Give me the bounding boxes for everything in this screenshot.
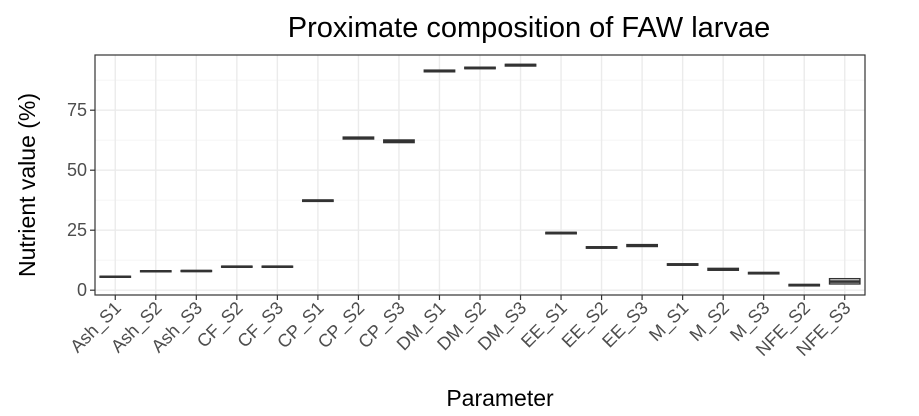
- grid: [95, 55, 865, 295]
- chart-title: Proximate composition of FAW larvae: [288, 12, 770, 44]
- x-tick-label: M_S1: [645, 298, 693, 346]
- x-axis-title: Parameter: [446, 385, 554, 411]
- x-tick-label: EE_S3: [598, 298, 652, 352]
- x-tick-label: M_S2: [686, 298, 734, 346]
- y-tick-label: 75: [67, 100, 87, 120]
- y-tick-label: 25: [67, 220, 87, 240]
- y-axis-title: Nutrient value (%): [14, 93, 40, 277]
- y-tick-label: 0: [77, 280, 87, 300]
- y-tick-label: 50: [67, 160, 87, 180]
- boxes: [99, 63, 861, 287]
